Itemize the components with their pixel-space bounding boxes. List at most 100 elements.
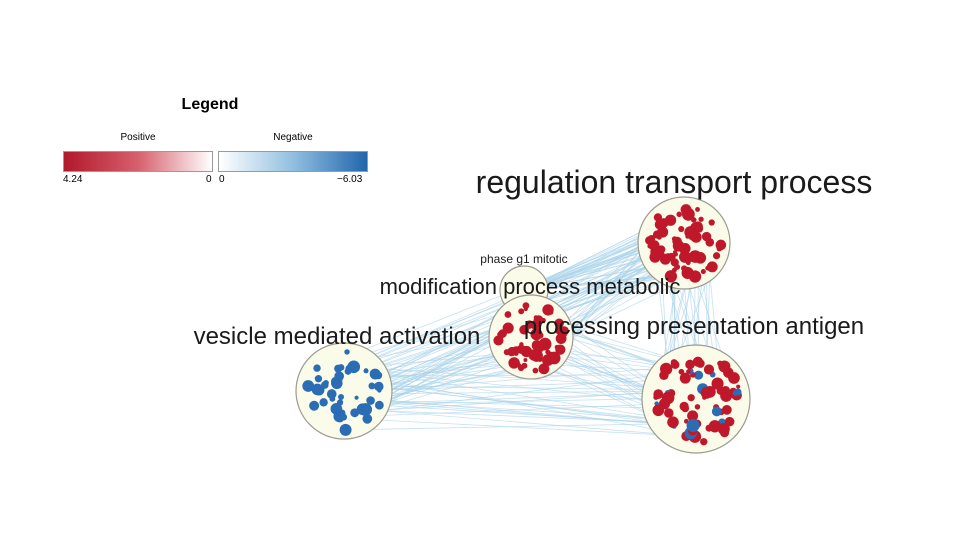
gene-node[interactable] — [692, 356, 704, 367]
gene-node[interactable] — [339, 423, 352, 436]
gene-node[interactable] — [531, 340, 543, 351]
gene-node[interactable] — [347, 360, 361, 374]
gene-node[interactable] — [657, 226, 669, 238]
gene-node[interactable] — [311, 383, 324, 396]
gene-node[interactable] — [344, 349, 350, 355]
gene-node[interactable] — [700, 438, 708, 446]
gene-node[interactable] — [693, 370, 704, 380]
gene-node[interactable] — [362, 413, 373, 424]
gene-node[interactable] — [694, 252, 707, 264]
gene-node[interactable] — [508, 357, 520, 369]
gene-node[interactable] — [673, 243, 678, 248]
gene-node[interactable] — [659, 362, 673, 376]
gene-node[interactable] — [518, 308, 525, 315]
gene-node[interactable] — [647, 234, 656, 243]
gene-node[interactable] — [711, 406, 722, 417]
gene-node[interactable] — [648, 240, 660, 251]
gene-node[interactable] — [523, 357, 528, 362]
gene-node[interactable] — [700, 386, 713, 399]
gene-node[interactable] — [335, 413, 345, 423]
gene-node[interactable] — [727, 371, 734, 378]
gene-node[interactable] — [535, 315, 543, 323]
gene-node[interactable] — [338, 393, 345, 400]
gene-node[interactable] — [701, 231, 712, 242]
gene-node[interactable] — [695, 207, 700, 212]
gene-node[interactable] — [698, 216, 704, 222]
gene-node[interactable] — [326, 389, 337, 399]
gene-node[interactable] — [332, 380, 340, 388]
gene-node[interactable] — [679, 372, 691, 384]
gene-node[interactable] — [679, 243, 691, 254]
gene-node[interactable] — [309, 400, 320, 411]
gene-node[interactable] — [736, 384, 741, 389]
gene-node[interactable] — [319, 398, 328, 407]
gene-node[interactable] — [715, 239, 727, 251]
gene-node[interactable] — [687, 394, 695, 402]
gene-node[interactable] — [667, 416, 679, 428]
gene-node[interactable] — [313, 364, 321, 372]
gene-node[interactable] — [649, 251, 661, 263]
gene-node[interactable] — [537, 356, 543, 363]
gene-node[interactable] — [671, 360, 680, 369]
gene-node[interactable] — [542, 354, 554, 366]
gene-node[interactable] — [734, 388, 742, 396]
gene-node[interactable] — [543, 344, 549, 350]
gene-node[interactable] — [711, 377, 724, 390]
gene-node[interactable] — [685, 359, 695, 370]
gene-node[interactable] — [521, 362, 528, 369]
gene-node[interactable] — [366, 396, 375, 405]
gene-node[interactable] — [507, 349, 515, 357]
gene-node[interactable] — [695, 224, 704, 233]
gene-node[interactable] — [665, 253, 671, 259]
gene-node[interactable] — [497, 330, 506, 339]
gene-node[interactable] — [330, 403, 343, 415]
gene-node[interactable] — [658, 398, 671, 410]
gene-node[interactable] — [687, 410, 699, 422]
gene-node[interactable] — [337, 364, 345, 371]
gene-node[interactable] — [525, 323, 530, 328]
gene-node[interactable] — [522, 302, 530, 310]
gene-node[interactable] — [504, 311, 512, 318]
gene-node[interactable] — [720, 385, 731, 396]
gene-node[interactable] — [361, 409, 368, 416]
gene-node[interactable] — [685, 234, 690, 239]
gene-node[interactable] — [676, 211, 682, 218]
gene-node[interactable] — [717, 360, 723, 367]
gene-node[interactable] — [558, 350, 564, 355]
gene-node[interactable] — [664, 270, 678, 283]
gene-node[interactable] — [682, 207, 695, 221]
gene-node[interactable] — [369, 368, 381, 380]
gene-node[interactable] — [557, 328, 568, 339]
gene-node[interactable] — [712, 252, 721, 260]
gene-node[interactable] — [520, 345, 533, 358]
gene-node[interactable] — [722, 404, 732, 415]
gene-node[interactable] — [368, 382, 376, 390]
gene-node[interactable] — [673, 251, 678, 257]
gene-node[interactable] — [314, 375, 323, 383]
gene-node[interactable] — [329, 395, 336, 402]
gene-node[interactable] — [703, 364, 715, 375]
gene-node[interactable] — [377, 388, 382, 393]
gene-node[interactable] — [532, 367, 539, 374]
gene-node[interactable] — [538, 363, 550, 375]
gene-node[interactable] — [678, 225, 685, 233]
gene-node[interactable] — [706, 261, 718, 273]
gene-node[interactable] — [708, 420, 721, 433]
gene-node[interactable] — [686, 369, 691, 374]
gene-node[interactable] — [664, 408, 674, 418]
gene-node[interactable] — [554, 318, 564, 329]
gene-node[interactable] — [708, 219, 715, 226]
gene-node[interactable] — [363, 368, 369, 374]
gene-node[interactable] — [694, 404, 701, 410]
gene-node[interactable] — [374, 400, 384, 410]
gene-node[interactable] — [549, 310, 554, 315]
gene-node[interactable] — [681, 266, 694, 280]
gene-node[interactable] — [724, 416, 735, 427]
gene-node[interactable] — [653, 213, 663, 222]
gene-node[interactable] — [686, 256, 693, 263]
gene-node[interactable] — [374, 381, 384, 392]
gene-node[interactable] — [671, 267, 677, 273]
gene-node[interactable] — [302, 380, 315, 392]
gene-node[interactable] — [679, 401, 689, 411]
gene-node[interactable] — [700, 269, 706, 275]
